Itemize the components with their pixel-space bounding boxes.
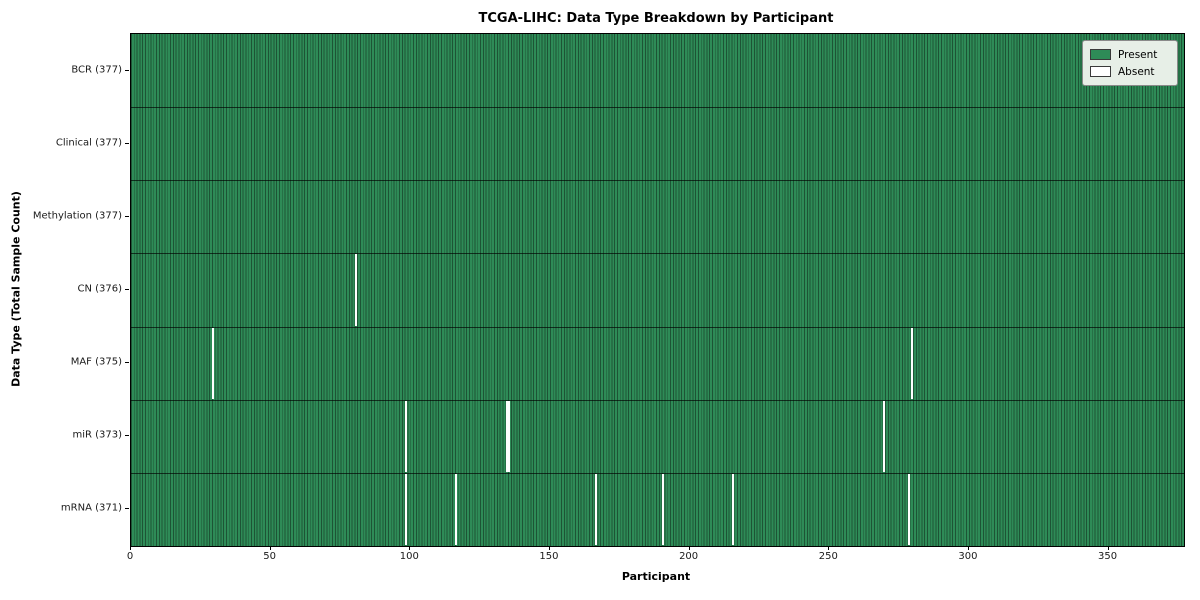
y-axis-label: Data Type (Total Sample Count): [9, 191, 23, 387]
y-tick-mark: [125, 435, 129, 437]
x-tick-label-250: 250: [818, 551, 838, 562]
row-separator: [131, 326, 1184, 328]
y-tick-label-MAF: MAF (375): [70, 356, 122, 368]
heatmap-plot-area: [130, 33, 1185, 547]
x-tick-label-100: 100: [399, 551, 419, 562]
y-tick-mark: [125, 508, 129, 510]
absent-gap-MAF-279: [910, 327, 913, 399]
absent-gap-CN-80: [354, 254, 357, 326]
legend-item-present: Present: [1090, 46, 1170, 63]
x-tick-label-300: 300: [958, 551, 978, 562]
y-tick-label-BCR: BCR (377): [71, 64, 122, 76]
absent-gap-MAF-29: [212, 327, 215, 399]
legend-label-absent: Absent: [1118, 65, 1155, 78]
absent-gap-mRNA-98: [405, 473, 408, 545]
x-tick-mark: [130, 546, 131, 550]
x-tick-mark: [409, 546, 411, 550]
x-tick-label-0: 0: [126, 551, 134, 562]
absent-gap-miR-269: [882, 400, 885, 472]
row-separator: [131, 472, 1184, 474]
y-tick-label-miR: miR (373): [72, 429, 122, 441]
x-tick-label-200: 200: [679, 551, 699, 562]
y-tick-mark: [125, 362, 129, 364]
absent-swatch-icon: [1090, 66, 1111, 77]
y-tick-label-CN: CN (376): [77, 283, 122, 295]
x-tick-label-350: 350: [1098, 551, 1118, 562]
present-swatch-icon: [1090, 49, 1111, 60]
x-tick-mark: [967, 546, 969, 550]
x-tick-label-150: 150: [539, 551, 559, 562]
x-tick-mark: [269, 546, 271, 550]
absent-gap-miR-98: [405, 400, 408, 472]
row-separator: [131, 180, 1184, 182]
y-tick-mark: [125, 142, 129, 144]
x-tick-mark: [1107, 546, 1109, 550]
legend-item-absent: Absent: [1090, 63, 1170, 80]
row-separator: [131, 399, 1184, 401]
absent-gap-mRNA-278: [907, 473, 910, 545]
legend-label-present: Present: [1118, 48, 1158, 61]
row-separator: [131, 107, 1184, 109]
y-tick-label-Clinical: Clinical (377): [55, 137, 122, 149]
y-tick-label-Methylation: Methylation (377): [32, 210, 122, 222]
absent-gap-miR-134: [505, 400, 508, 472]
legend: Present Absent: [1082, 40, 1178, 86]
row-separator: [131, 253, 1184, 255]
y-tick-mark: [125, 289, 129, 290]
y-tick-mark: [125, 215, 129, 217]
x-tick-mark: [548, 546, 550, 550]
chart-title: TCGA-LIHC: Data Type Breakdown by Partic…: [478, 11, 834, 26]
x-tick-mark: [688, 546, 690, 550]
absent-gap-mRNA-190: [662, 473, 665, 545]
x-axis-label: Participant: [621, 570, 691, 583]
y-tick-label-mRNA: mRNA (371): [60, 502, 122, 514]
absent-gap-mRNA-116: [455, 473, 458, 545]
absent-gap-mRNA-215: [731, 473, 734, 545]
x-tick-mark: [828, 546, 830, 550]
y-tick-mark: [125, 69, 129, 71]
absent-gap-miR-135: [508, 400, 511, 472]
x-tick-label-50: 50: [263, 551, 277, 562]
absent-gap-mRNA-166: [595, 473, 598, 545]
